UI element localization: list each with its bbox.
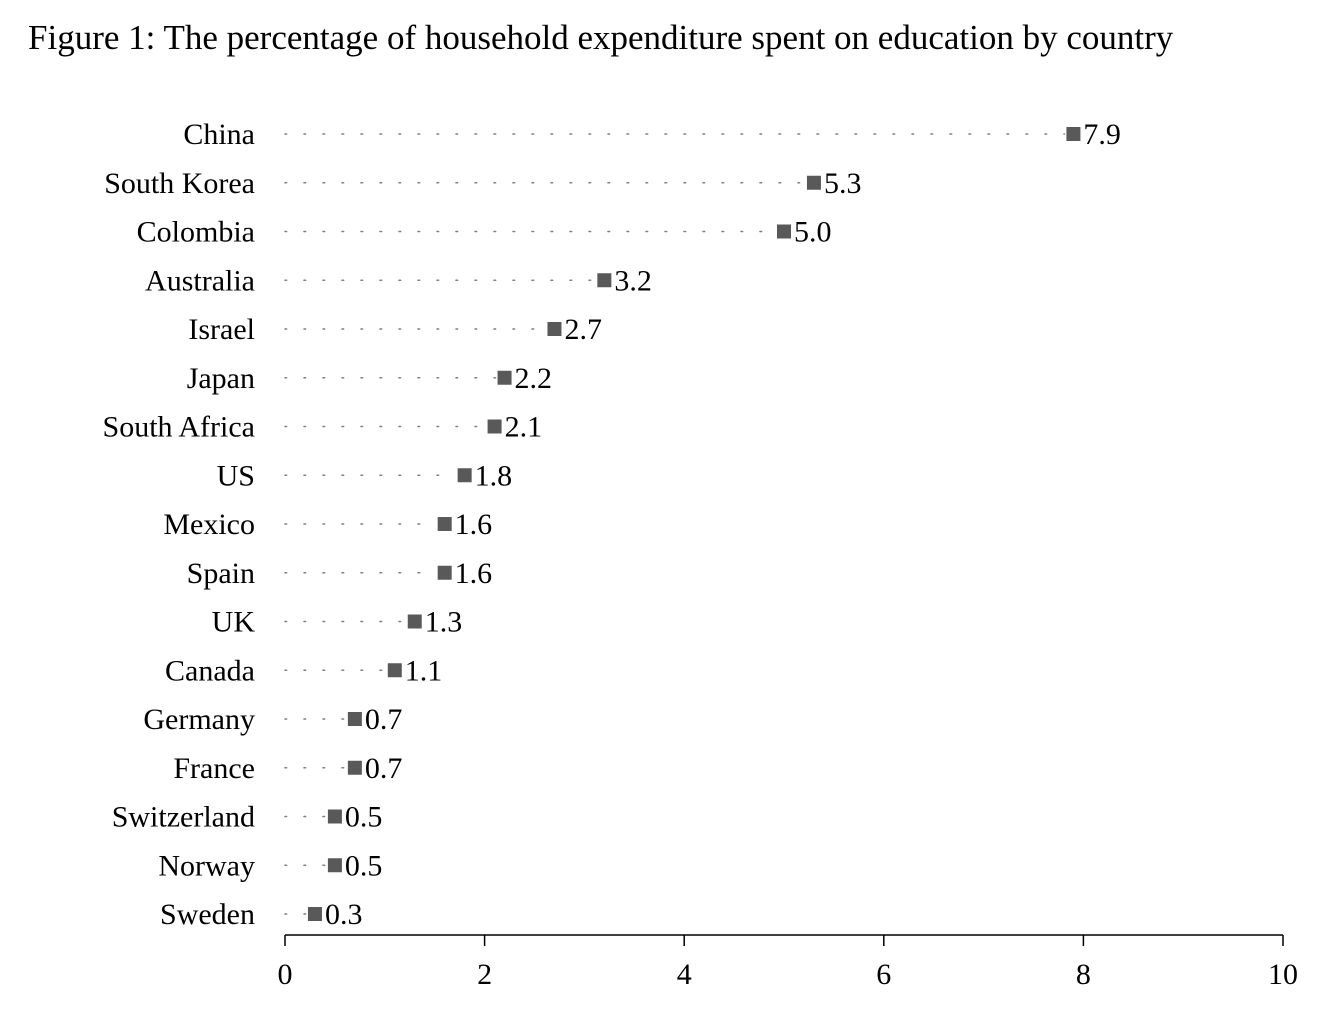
data-marker (327, 858, 342, 873)
category-label: France (173, 752, 255, 785)
category-label: Spain (187, 557, 255, 590)
data-marker (327, 809, 342, 824)
data-marker (777, 224, 791, 239)
category-label: Canada (165, 654, 255, 687)
category-label: Sweden (160, 898, 255, 931)
data-marker (806, 175, 821, 190)
data-marker (487, 419, 502, 434)
data-marker (547, 322, 562, 336)
value-label: 1.3 (425, 606, 463, 639)
value-labels-layer: 7.95.35.03.22.72.22.11.81.61.61.31.10.70… (325, 118, 1121, 931)
markers-layer (307, 127, 1081, 921)
data-marker (457, 468, 472, 483)
data-marker (1066, 127, 1081, 141)
value-label: 2.1 (505, 411, 542, 444)
category-label: UK (212, 606, 256, 639)
category-label: Colombia (137, 216, 255, 249)
category-label: China (183, 118, 255, 151)
value-label: 5.3 (824, 167, 862, 200)
category-label: Japan (187, 362, 255, 395)
value-label: 0.5 (345, 849, 383, 882)
leader-dots-layer (284, 133, 1066, 915)
value-label: 3.2 (614, 264, 652, 297)
x-tick-label: 10 (1268, 958, 1298, 991)
data-marker (437, 517, 452, 531)
value-label: 2.2 (515, 362, 553, 395)
data-marker (437, 565, 452, 580)
data-marker (347, 712, 362, 726)
data-marker (387, 663, 402, 678)
category-label: Israel (188, 313, 255, 346)
data-marker (347, 760, 362, 775)
data-marker (407, 614, 422, 629)
category-label: Germany (143, 703, 255, 736)
data-marker (497, 370, 512, 385)
value-label: 1.6 (455, 557, 493, 590)
data-marker (597, 273, 612, 288)
category-label: Mexico (163, 508, 255, 541)
category-label: Norway (158, 849, 255, 882)
value-label: 1.8 (475, 459, 513, 492)
x-tick-label: 4 (677, 958, 692, 991)
value-label: 7.9 (1083, 118, 1121, 151)
x-tick-label: 8 (1076, 958, 1091, 991)
category-label: Switzerland (112, 801, 255, 834)
x-axis: 0 2 4 6 8 10 (278, 934, 1298, 991)
x-tick-label: 6 (876, 958, 891, 991)
value-label: 2.7 (564, 313, 602, 346)
value-label: 0.7 (365, 752, 403, 785)
x-tick-label: 0 (278, 958, 293, 991)
value-label: 0.5 (345, 801, 383, 834)
category-label: South Korea (104, 167, 255, 200)
category-label: US (217, 459, 255, 492)
category-label: Australia (145, 264, 255, 297)
category-labels-layer: China South Korea Colombia Australia Israel J… (103, 118, 256, 931)
category-label: South Africa (103, 411, 255, 444)
value-label: 0.3 (325, 898, 363, 931)
x-tick-label: 2 (477, 958, 492, 991)
value-label: 0.7 (365, 703, 403, 736)
value-label: 1.1 (405, 654, 443, 687)
chart-title: Figure 1: The percentage of household ex… (28, 18, 1174, 57)
data-marker (307, 907, 322, 921)
value-label: 5.0 (794, 216, 832, 249)
value-label: 1.6 (455, 508, 493, 541)
